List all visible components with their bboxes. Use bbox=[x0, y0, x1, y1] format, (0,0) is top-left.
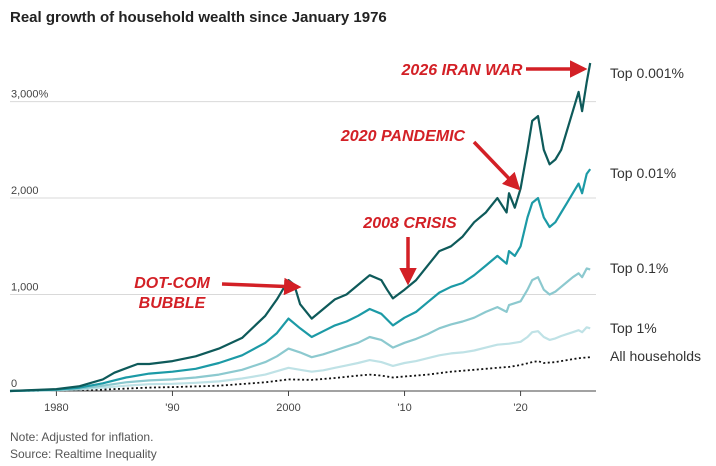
annotation-crisis2008-text: 2008 CRISIS bbox=[362, 215, 457, 232]
series-line-top_1 bbox=[9, 326, 591, 393]
series-label-top_001: Top 0.01% bbox=[610, 165, 676, 181]
series-line-top_0001 bbox=[9, 62, 592, 393]
y-tick-label: 3,000% bbox=[11, 89, 49, 101]
series-label-top_0001: Top 0.001% bbox=[610, 65, 684, 81]
series-labels: Top 0.001% Top 0.01% Top 0.1% Top 1% All hou… bbox=[610, 65, 701, 364]
series-label-top_01: Top 0.1% bbox=[610, 260, 668, 276]
chart-title: Real growth of household wealth since Ja… bbox=[10, 9, 387, 26]
annotations: DOT-COM BUBBLE 2008 CRISIS 2020 PANDEMIC 202… bbox=[134, 60, 588, 312]
series-line-top_001 bbox=[9, 168, 592, 393]
annotation-dotcom-text: BUBBLE bbox=[139, 295, 207, 312]
y-tick-label: 1,000 bbox=[11, 282, 39, 294]
x-tick-label: '10 bbox=[397, 402, 411, 414]
annotation-dotcom-arrow bbox=[221, 277, 302, 296]
annotation-iranwar-text: 2026 IRAN WAR bbox=[401, 62, 523, 79]
y-tick-label: 2,000 bbox=[11, 185, 39, 197]
series-line-top_01 bbox=[9, 267, 591, 393]
source: Source: Realtime Inequality bbox=[10, 447, 157, 461]
x-tick-label: 2000 bbox=[276, 402, 300, 414]
annotation-pandemic-arrow bbox=[472, 140, 521, 191]
annotation-dotcom-text: DOT-COM bbox=[134, 275, 210, 292]
x-tick-label: '20 bbox=[513, 402, 527, 414]
note: Note: Adjusted for inflation. bbox=[10, 430, 154, 444]
x-tick-label: '90 bbox=[165, 402, 179, 414]
y-tick-label: 0 bbox=[11, 378, 17, 390]
annotation-pandemic-text: 2020 PANDEMIC bbox=[340, 128, 466, 145]
series bbox=[9, 62, 592, 393]
series-label-top_1: Top 1% bbox=[610, 320, 657, 336]
x-tick-label: 1980 bbox=[44, 402, 68, 414]
series-label-all: All households bbox=[610, 348, 701, 364]
axis: 0 1,000 2,000 3,000% 1980 '90 2000 '10 '20 bbox=[10, 89, 596, 414]
series-line-all bbox=[9, 356, 591, 392]
